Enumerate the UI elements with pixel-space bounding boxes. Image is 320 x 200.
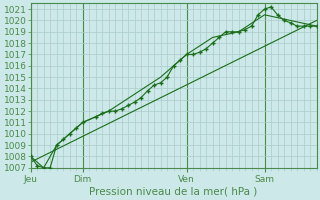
X-axis label: Pression niveau de la mer( hPa ): Pression niveau de la mer( hPa ) xyxy=(90,187,258,197)
